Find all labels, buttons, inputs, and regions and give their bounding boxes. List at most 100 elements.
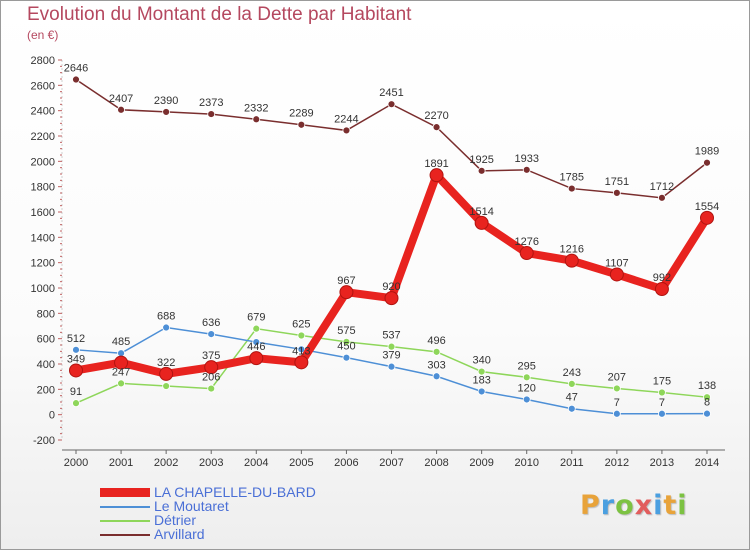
x-tick-label: 2010 [514,457,538,469]
x-tick-label: 2006 [334,457,358,469]
data-point-d-trier [612,384,621,393]
data-label-le-moutaret: 47 [566,392,578,404]
data-label-la-chapelle-du-bard: 413 [292,345,310,357]
legend-swatch-arvillard [100,534,150,536]
y-tick-label: 0 [49,410,55,422]
data-label-arvillard: 1989 [695,146,719,158]
data-label-arvillard: 2244 [334,113,358,125]
logo-letter: r [600,490,616,521]
data-point-le-moutaret [162,323,171,332]
data-label-arvillard: 1712 [650,181,674,193]
chart-title: Evolution du Montant de la Dette par Hab… [27,4,412,25]
y-tick-label: 1400 [31,232,55,244]
data-label-le-moutaret: 7 [614,397,620,409]
data-point-le-moutaret [72,345,80,354]
proxiti-logo: Proxiti [580,490,688,521]
data-label-d-trier: 295 [518,360,536,372]
data-label-d-trier: 679 [247,312,265,324]
data-label-arvillard: 2270 [424,110,448,122]
x-tick-label: 2013 [650,457,674,469]
data-point-la-chapelle-du-bard [339,285,354,300]
data-label-la-chapelle-du-bard: 446 [247,341,265,353]
data-point-le-moutaret [612,409,621,418]
data-label-la-chapelle-du-bard: 322 [157,357,175,369]
x-tick-label: 2008 [424,457,448,469]
data-point-la-chapelle-du-bard [474,215,489,230]
logo-letter: t [663,490,678,521]
x-tick-label: 2005 [289,457,313,469]
data-label-d-trier: 243 [563,367,581,379]
data-label-d-trier: 625 [292,319,310,331]
data-label-arvillard: 1925 [469,154,493,166]
data-label-la-chapelle-du-bard: 920 [382,281,400,293]
x-tick-label: 2011 [560,457,584,469]
data-point-arvillard [342,126,351,135]
data-label-d-trier: 206 [202,372,220,384]
x-tick-label: 2007 [379,457,403,469]
data-point-d-trier [72,399,80,408]
legend-swatch-la-chapelle-du-bard [100,488,150,497]
x-tick-label: 2004 [244,457,268,469]
data-point-d-trier [207,384,216,393]
chart-unit: (en €) [27,28,59,42]
data-point-le-moutaret [387,362,396,371]
data-point-arvillard [117,105,125,114]
data-point-la-chapelle-du-bard [384,291,399,306]
y-tick-label: 400 [37,359,55,371]
logo-letter: P [580,490,601,521]
data-label-d-trier: 207 [608,371,626,383]
data-point-arvillard [658,193,666,202]
data-label-la-chapelle-du-bard: 1514 [469,206,493,218]
data-label-le-moutaret: 7 [659,397,665,409]
data-label-arvillard: 2289 [289,108,313,120]
data-label-le-moutaret: 688 [157,311,175,323]
y-tick-label: 2200 [31,131,55,143]
data-label-arvillard: 2332 [244,102,268,114]
data-point-d-trier [567,379,576,388]
data-point-la-chapelle-du-bard [69,363,83,378]
y-tick-label: -200 [33,435,55,447]
data-point-le-moutaret [252,338,261,346]
data-point-le-moutaret [703,409,711,418]
data-point-d-trier [342,337,351,346]
data-point-d-trier [252,324,261,333]
y-tick-label: 1000 [31,283,55,295]
data-label-la-chapelle-du-bard: 967 [337,275,355,287]
logo-letter: i [677,490,688,521]
y-tick-label: 1600 [31,207,55,219]
x-tick-label: 2002 [154,457,178,469]
data-point-arvillard [207,110,216,118]
legend-label: LA CHAPELLE-DU-BARD [154,484,316,500]
data-point-arvillard [703,158,711,167]
x-tick-label: 2003 [199,457,223,469]
data-label-la-chapelle-du-bard: 1107 [605,257,629,269]
logo-letter: o [615,490,635,521]
data-point-le-moutaret [522,395,531,404]
data-point-d-trier [703,393,711,402]
data-label-arvillard: 2373 [199,97,223,109]
data-point-la-chapelle-du-bard [294,355,309,370]
data-label-la-chapelle-du-bard: 349 [67,353,85,365]
data-label-d-trier: 247 [112,366,130,378]
data-label-la-chapelle-du-bard: 992 [653,272,671,284]
x-tick-label: 2001 [109,457,133,469]
y-tick-label: 1200 [31,258,55,270]
logo-letter: x [634,490,654,521]
data-point-le-moutaret [477,387,486,396]
data-label-le-moutaret: 120 [518,382,536,394]
data-label-le-moutaret: 8 [704,397,710,409]
data-label-arvillard: 2407 [109,93,133,105]
data-point-le-moutaret [658,409,666,418]
data-point-d-trier [522,373,531,382]
x-tick-label: 2012 [605,457,629,469]
y-tick-label: 200 [37,384,55,396]
data-label-le-moutaret: 183 [472,374,490,386]
data-label-d-trier: 496 [427,335,445,347]
data-point-arvillard [612,188,621,197]
data-point-arvillard [387,100,396,109]
data-point-la-chapelle-du-bard [204,360,219,375]
data-point-d-trier [432,347,441,356]
data-point-le-moutaret [432,372,441,381]
x-tick-label: 2014 [695,457,719,469]
